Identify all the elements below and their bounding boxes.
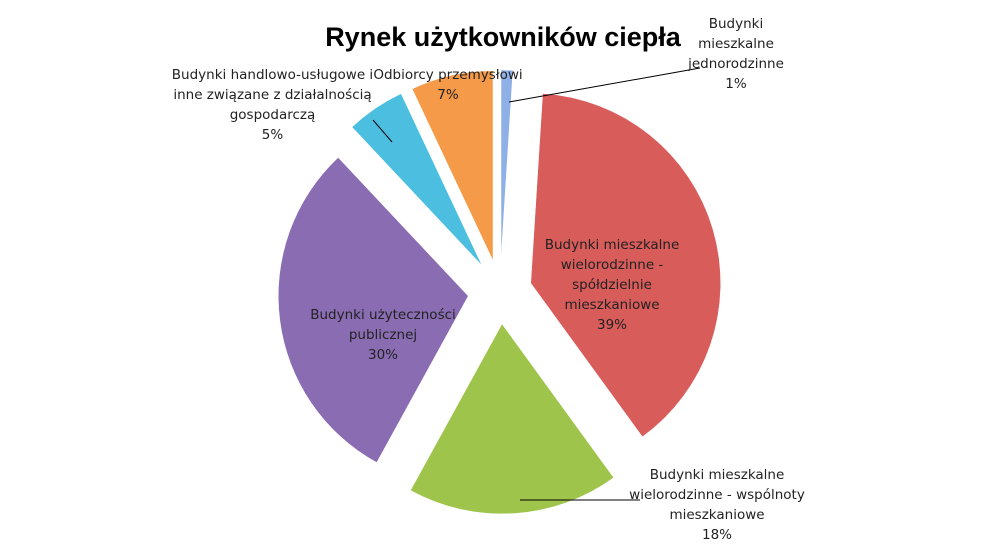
category-label: Budynki użyteczności publicznej — [310, 307, 456, 343]
data-label: Budynki mieszkalne jednorodzinne 1% — [686, 14, 786, 94]
data-label: Budynki mieszkalne wielorodzinne - spółd… — [537, 235, 687, 335]
pie-slice — [278, 157, 469, 463]
pie-slice — [500, 69, 514, 261]
category-label: Budynki mieszkalne wielorodzinne - spółd… — [544, 237, 680, 313]
leader-line — [508, 67, 701, 103]
value-label: 30% — [367, 347, 398, 363]
category-label: Budynki handlowo-usługowe i inne związan… — [171, 67, 374, 123]
category-label: Budynki mieszkalne wielorodzinne - wspól… — [629, 467, 805, 523]
category-label: Odbiorcy przemysłowi — [373, 67, 523, 83]
leader-line — [372, 119, 393, 143]
chart-title: Rynek użytkowników ciepła — [325, 22, 681, 52]
value-label: 39% — [596, 317, 627, 333]
data-label: Odbiorcy przemysłowi 7% — [362, 65, 534, 105]
pie-slice — [411, 70, 494, 261]
data-label: Budynki użyteczności publicznej 30% — [298, 305, 468, 365]
data-label: Budynki handlowo-usługowe i inne związan… — [170, 65, 375, 145]
category-label: Budynki mieszkalne jednorodzinne — [688, 16, 784, 72]
pie-slice — [530, 93, 721, 438]
value-label: 5% — [261, 127, 284, 143]
pie-slice — [351, 93, 483, 266]
value-label: 18% — [701, 527, 732, 543]
value-label: 1% — [725, 76, 747, 92]
value-label: 7% — [437, 87, 459, 103]
pie-slice — [410, 323, 615, 515]
data-label: Budynki mieszkalne wielorodzinne - wspól… — [627, 465, 807, 545]
